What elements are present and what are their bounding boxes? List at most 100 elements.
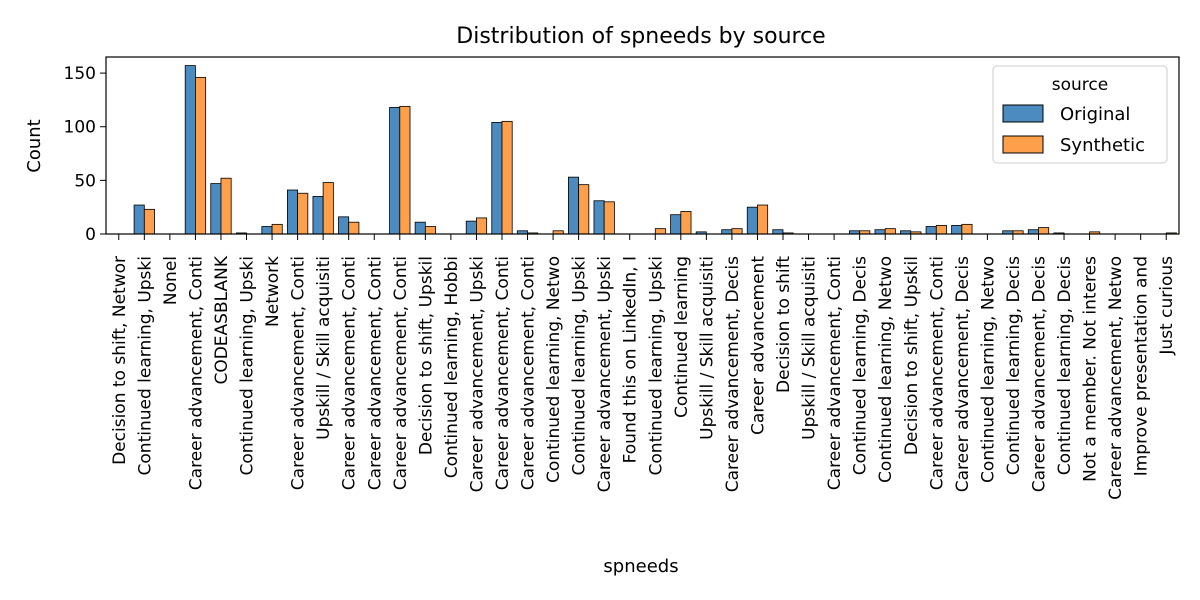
y-tick-label-50: 50 <box>74 171 96 191</box>
x-tick-label-41: Just curious <box>1157 256 1177 356</box>
x-tick-label-16: Career advancement, Conti <box>519 256 539 490</box>
bar-synthetic-12 <box>424 226 436 235</box>
bar-original-19 <box>593 200 605 235</box>
x-tick-label-22: Continued learning <box>672 256 692 418</box>
bar-synthetic-18 <box>578 184 590 235</box>
x-tick-label-15: Career advancement, Conti <box>493 256 513 490</box>
bar-original-4 <box>210 183 222 235</box>
chart-title: Distribution of spneeds by source <box>456 24 825 49</box>
y-axis: 0 50 100 150 <box>64 64 106 245</box>
bar-original-33 <box>951 225 963 235</box>
bar-synthetic-33 <box>961 223 973 235</box>
x-axis: Decision to shift, Networ Continued learn… <box>110 234 1177 500</box>
bar-synthetic-9 <box>348 221 360 235</box>
bar-original-18 <box>568 176 580 235</box>
bar-original-6 <box>261 226 273 235</box>
x-tick-label-31: Decision to shift, Upskil <box>902 256 922 455</box>
bar-original-32 <box>925 226 937 235</box>
x-tick-label-25: Career advancement <box>748 256 768 435</box>
x-tick-label-1: Continued learning, Upski <box>135 256 155 475</box>
bar-original-1 <box>133 204 145 235</box>
legend-label-original: Original <box>1060 104 1130 125</box>
x-tick-label-34: Continued learning, Netwo <box>978 256 998 483</box>
x-tick-label-24: Career advancement, Decis <box>723 256 743 492</box>
x-tick-label-10: Career advancement, Conti <box>365 256 385 490</box>
bar-synthetic-19 <box>603 201 615 235</box>
x-tick-label-2: Nonel <box>161 256 181 305</box>
bar-synthetic-32 <box>935 225 947 235</box>
legend-swatch-synthetic <box>1002 135 1044 154</box>
legend-title: source <box>1052 75 1108 95</box>
bar-original-36 <box>1027 229 1039 235</box>
x-tick-label-6: Network <box>263 256 283 327</box>
x-tick-label-40: Improve presentation and <box>1132 256 1152 476</box>
x-tick-label-23: Upskill / Skill acquisiti <box>697 256 717 440</box>
x-tick-label-38: Not a member. Not interes <box>1081 256 1101 482</box>
bar-synthetic-22 <box>680 211 692 235</box>
x-axis-label: spneeds <box>603 556 678 577</box>
bar-original-9 <box>338 216 350 235</box>
plot-frame <box>105 56 1180 235</box>
bar-original-26 <box>772 229 784 235</box>
x-tick-label-20: Found this on LinkedIn, I <box>621 256 641 463</box>
x-tick-label-18: Continued learning, Upski <box>570 256 590 475</box>
bar-original-30 <box>874 229 886 235</box>
x-tick-label-29: Continued learning, Decis <box>851 256 871 475</box>
bar-synthetic-11 <box>399 105 411 235</box>
x-tick-label-9: Career advancement, Conti <box>340 256 360 490</box>
x-tick-label-30: Continued learning, Netwo <box>876 256 896 483</box>
x-tick-label-27: Upskill / Skill acquisiti <box>800 256 820 440</box>
x-tick-label-4: CODEASBLANK <box>212 255 232 384</box>
bar-synthetic-24 <box>731 228 743 235</box>
y-axis-label: Count <box>24 119 45 172</box>
bar-original-14 <box>465 220 477 235</box>
x-tick-label-0: Decision to shift, Networ <box>110 256 130 465</box>
x-tick-label-14: Career advancement, Upski <box>467 256 487 492</box>
x-tick-label-21: Continued learning, Upski <box>646 256 666 475</box>
legend-label-synthetic: Synthetic <box>1060 135 1145 156</box>
bar-synthetic-21 <box>654 228 666 235</box>
bar-synthetic-3 <box>195 76 207 235</box>
bar-synthetic-8 <box>322 182 334 235</box>
bar-synthetic-30 <box>884 228 896 235</box>
bar-synthetic-6 <box>271 223 283 235</box>
y-tick-label-100: 100 <box>64 118 96 138</box>
bar-original-11 <box>389 107 401 235</box>
bar-original-8 <box>312 196 324 235</box>
bar-synthetic-1 <box>143 208 155 235</box>
x-tick-label-33: Career advancement, Decis <box>953 256 973 492</box>
bar-synthetic-14 <box>476 217 488 235</box>
x-tick-label-12: Decision to shift, Upskil <box>416 256 436 455</box>
bar-synthetic-25 <box>757 204 769 235</box>
y-tick-label-150: 150 <box>64 64 96 84</box>
x-tick-label-11: Career advancement, Conti <box>391 256 411 490</box>
bar-original-25 <box>746 206 758 235</box>
x-tick-label-28: Career advancement, Conti <box>825 256 845 490</box>
bar-synthetic-4 <box>220 177 232 235</box>
x-tick-label-36: Career advancement, Decis <box>1029 256 1049 492</box>
bars-layer <box>133 65 1177 235</box>
bar-synthetic-36 <box>1038 227 1050 235</box>
y-tick-label-0: 0 <box>85 225 96 245</box>
x-tick-label-3: Career advancement, Conti <box>186 256 206 490</box>
bar-original-24 <box>721 229 733 235</box>
bar-original-12 <box>414 221 426 235</box>
x-tick-label-17: Continued learning, Netwo <box>544 256 564 483</box>
bar-original-15 <box>491 122 503 235</box>
legend: source Original Synthetic <box>992 65 1168 164</box>
bar-synthetic-15 <box>501 120 513 235</box>
bar-synthetic-7 <box>297 192 309 235</box>
x-tick-label-35: Continued learning, Decis <box>1004 256 1024 475</box>
x-tick-label-26: Decision to shift <box>774 256 794 393</box>
x-tick-label-37: Continued learning, Decis <box>1055 256 1075 475</box>
legend-swatch-original <box>1002 104 1044 123</box>
x-tick-label-19: Career advancement, Upski <box>595 256 615 492</box>
x-tick-label-7: Career advancement, Conti <box>289 256 309 490</box>
x-tick-label-13: Continued learning, Hobbi <box>442 256 462 478</box>
x-tick-label-8: Upskill / Skill acquisiti <box>314 256 334 440</box>
x-tick-label-39: Career advancement, Netwo <box>1106 256 1126 500</box>
bar-original-7 <box>286 189 299 235</box>
x-tick-label-32: Career advancement, Conti <box>927 256 947 490</box>
x-tick-label-5: Continued learning, Upski <box>238 256 258 475</box>
